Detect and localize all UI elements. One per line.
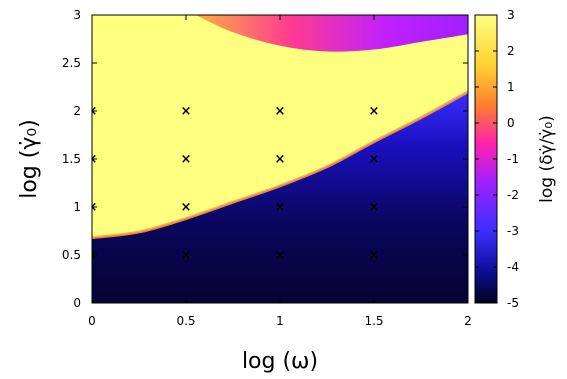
colorbar-tick-label: 3	[507, 8, 515, 22]
marker-0.5-1.5: ×	[181, 152, 192, 167]
marker-1.5-0.5: ×	[369, 248, 380, 263]
data-markers: ××××××××××××××××	[92, 104, 380, 263]
colorbar-ticks: -5 -4 -3 -2 -1 0 1 2 3	[475, 8, 519, 310]
marker-1-2: ×	[275, 104, 286, 119]
upper-intermediate-region	[195, 15, 468, 52]
marker-1-0.5: ×	[275, 248, 286, 263]
y-tick-label: 0.5	[62, 248, 81, 262]
colorbar-tick-label: -1	[507, 152, 519, 166]
y-tick-label: 2.5	[62, 56, 81, 70]
marker-0.5-1: ×	[181, 200, 192, 215]
y-tick-label: 2	[73, 104, 81, 118]
marker-1.5-1: ×	[369, 200, 380, 215]
marker-1-1: ×	[275, 200, 286, 215]
colorbar: -5 -4 -3 -2 -1 0 1 2 3	[474, 8, 519, 310]
marker-1.5-2: ×	[369, 104, 380, 119]
marker-1-1.5: ×	[275, 152, 286, 167]
x-axis-ticks: 0 0.5 1 1.5 2	[88, 15, 472, 328]
y-tick-label: 1.5	[62, 152, 81, 166]
y-tick-label: 1	[73, 200, 81, 214]
colorbar-tick-label: -4	[507, 260, 519, 274]
low-value-region	[92, 91, 468, 303]
marker-1.5-1.5: ×	[369, 152, 380, 167]
colorbar-tick-label: 2	[507, 44, 515, 58]
plot-area: ××××××××××××××××	[91, 14, 469, 304]
marker-0.5-2: ×	[181, 104, 192, 119]
y-tick-label: 3	[73, 8, 81, 22]
marker-0.5-0.5: ×	[181, 248, 192, 263]
boundary-transition-band	[92, 90, 468, 240]
x-axis-title: log (ω)	[242, 349, 318, 374]
y-axis-title: log (γ̇₀)	[17, 119, 42, 199]
x-tick-label: 1	[276, 314, 284, 328]
colorbar-tick-label: -5	[507, 296, 519, 310]
x-tick-label: 0	[88, 314, 96, 328]
colorbar-tick-label: 1	[507, 80, 515, 94]
x-tick-label: 0.5	[176, 314, 195, 328]
y-tick-label: 0	[73, 296, 81, 310]
x-tick-label: 1.5	[364, 314, 383, 328]
colorbar-tick-label: -2	[507, 188, 519, 202]
y-axis-ticks: 0 0.5 1 1.5 2 2.5 3	[62, 8, 468, 310]
x-tick-label: 2	[464, 314, 472, 328]
colorbar-title: log (δγ̇/γ̇₀)	[537, 115, 557, 203]
colorbar-tick-label: 0	[507, 116, 515, 130]
colorbar-tick-label: -3	[507, 224, 519, 238]
